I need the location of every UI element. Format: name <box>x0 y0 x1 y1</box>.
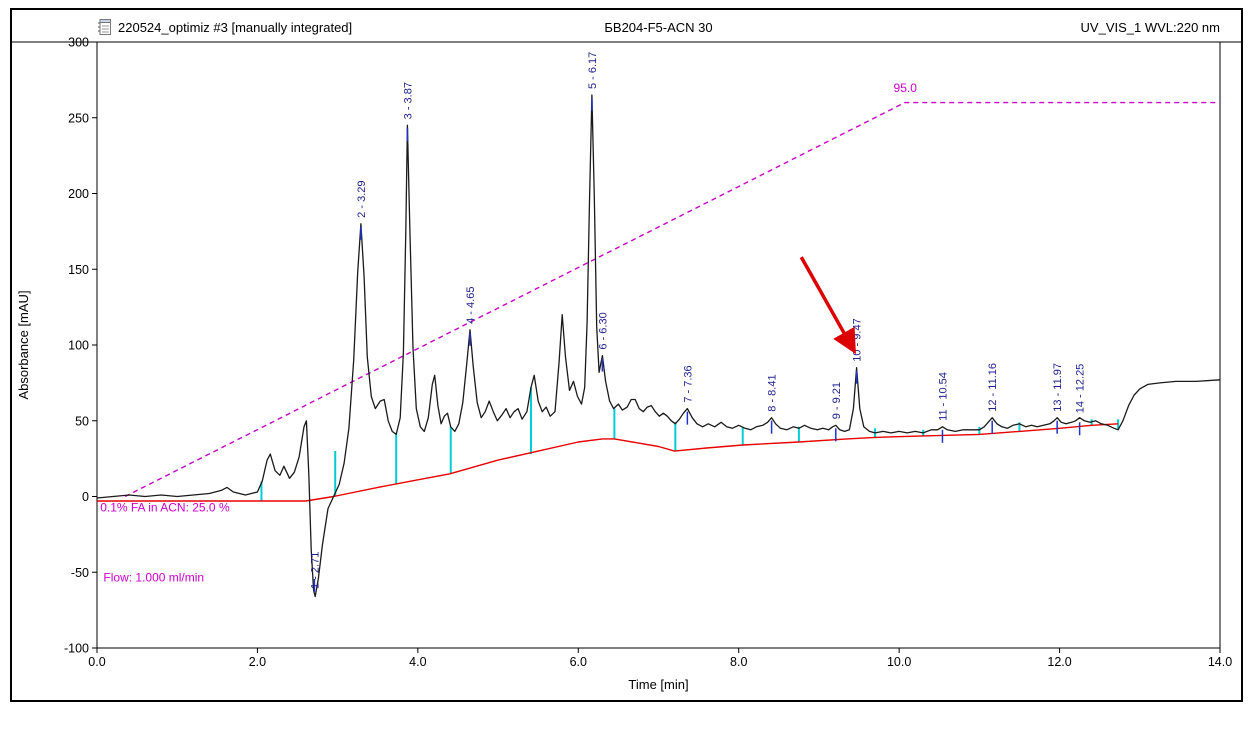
y-tick-label: -50 <box>71 566 89 580</box>
peak-label: 9 - 9.21 <box>831 382 843 419</box>
y-tick-label: 150 <box>68 263 89 277</box>
gradient-line-value-label: 95.0 <box>894 81 918 95</box>
y-tick-label: -100 <box>64 642 89 656</box>
injection-icon <box>97 18 112 36</box>
y-tick-label: 50 <box>75 414 89 428</box>
peak-label: 13 - 11.97 <box>1052 363 1064 412</box>
x-tick-label: 2.0 <box>249 655 266 669</box>
peak-label: 3 - 3.87 <box>402 82 414 119</box>
gradient-line <box>124 101 1220 498</box>
peak-label: 12 - 11.16 <box>987 363 999 412</box>
sample-name: БВ204-F5-ACN 30 <box>604 19 713 35</box>
injection-info: 220524_optimiz #3 [manually integrated] <box>97 18 352 36</box>
peak-label: 11 - 10.54 <box>937 372 949 421</box>
y-axis-title: Absorbance [mAU] <box>16 290 31 399</box>
y-tick-label: 100 <box>68 339 89 353</box>
x-tick-label: 10.0 <box>887 655 911 669</box>
peak-label: 5 - 6.17 <box>587 52 599 89</box>
method-annotation: Flow: 1.000 ml/min <box>103 570 204 584</box>
peak-label: 14 - 12.25 <box>1075 364 1087 414</box>
y-tick-label: 200 <box>68 187 89 201</box>
annotation-arrow <box>799 256 856 355</box>
injection-title: 220524_optimiz #3 [manually integrated] <box>118 19 353 35</box>
y-tick-label: 250 <box>68 111 89 125</box>
plot-frame <box>96 41 1221 649</box>
peak-label: 6 - 6.30 <box>597 312 609 349</box>
peak-label: 2 - 3.29 <box>356 180 368 217</box>
x-tick-label: 14.0 <box>1208 655 1232 669</box>
peak-label: 4 - 4.65 <box>465 287 477 324</box>
y-tick-label: 0 <box>82 490 89 504</box>
y-tick-label: 300 <box>68 36 89 50</box>
x-tick-label: 6.0 <box>570 655 587 669</box>
chromatogram-plot: 0.0 2.0 4.0 6.0 8.0 10.0 12.0 14.0 -100 -50 0 50 100… <box>12 36 1241 692</box>
method-annotation: 0.1% FA in ACN: 25.0 % <box>100 501 230 515</box>
x-tick-label: 8.0 <box>730 655 747 669</box>
integration-baseline <box>97 423 1119 502</box>
peak-label: 10 - 9.47 <box>852 318 864 361</box>
x-tick-label: 4.0 <box>409 655 426 669</box>
chromatogram <box>96 94 1221 598</box>
x-tick-label: 0.0 <box>88 655 105 669</box>
detector-channel: UV_VIS_1 WVL:220 nm <box>1080 19 1220 35</box>
peak-label: 7 - 7.36 <box>682 365 694 402</box>
chart-header: 220524_optimiz #3 [manually integrated] … <box>97 15 1220 39</box>
chromatogram-window: 220524_optimiz #3 [manually integrated] … <box>10 8 1243 702</box>
peak-label: 8 - 8.41 <box>767 374 779 411</box>
x-axis-title: Time [min] <box>628 677 688 692</box>
peak-label: 1 - 2.71 <box>309 552 321 589</box>
x-tick-label: 12.0 <box>1047 655 1071 669</box>
